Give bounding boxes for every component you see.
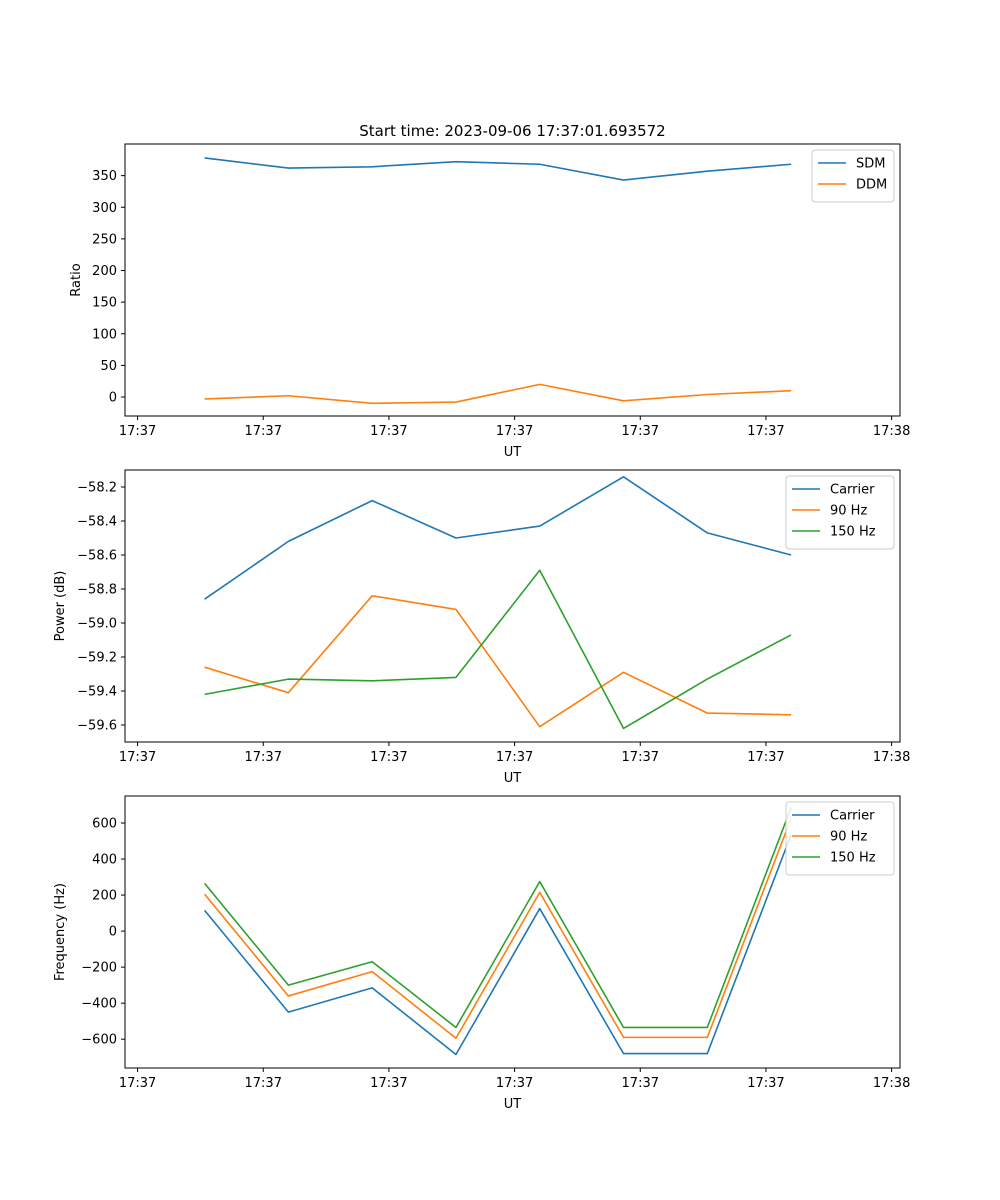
y-axis-label: Frequency (Hz)	[53, 883, 68, 981]
legend-label: 90 Hz	[830, 504, 867, 519]
series-line-ddm	[204, 383, 792, 405]
x-tick-label: 17:37	[370, 1076, 407, 1091]
y-axis-label: Power (dB)	[53, 571, 68, 642]
subplot-3: 17:37 17:37 17:37 17:37 17:37 17:37 17:38 −600 −…	[53, 795, 910, 1112]
legend: Carrier 90 Hz 150 Hz	[785, 475, 895, 550]
x-tick-label: 17:37	[747, 1076, 784, 1091]
legend-label: 150 Hz	[830, 851, 876, 866]
y-tick-label: −59.4	[77, 685, 117, 700]
series-line-90-hz	[203, 818, 792, 1040]
y-axis-label: Ratio	[69, 263, 84, 296]
series-line-carrier	[204, 475, 792, 600]
x-tick-label: 17:38	[873, 424, 910, 439]
y-tick-label: 0	[109, 925, 117, 940]
x-tick-label: 17:37	[747, 424, 784, 439]
x-tick-label: 17:37	[119, 424, 156, 439]
legend-label: 90 Hz	[830, 830, 867, 845]
subplots: 17:37 17:37 17:37 17:37 17:37 17:37 17:38 0 50 10…	[53, 143, 910, 1112]
x-tick-label: 17:37	[747, 750, 784, 765]
y-tick-label: 200	[92, 264, 117, 279]
y-tick-label: 50	[100, 359, 117, 374]
y-tick-label: 400	[92, 853, 117, 868]
y-tick-label: −58.4	[77, 515, 117, 530]
legend: Carrier 90 Hz 150 Hz	[785, 801, 895, 876]
x-tick-label: 17:37	[370, 424, 407, 439]
axes-frame	[124, 143, 901, 417]
legend-label: Carrier	[830, 483, 875, 498]
series-line-carrier	[203, 834, 792, 1056]
subplot-1: 17:37 17:37 17:37 17:37 17:37 17:37 17:38 0 50 10…	[69, 143, 910, 460]
series-line-150-hz	[203, 807, 792, 1029]
y-tick-label: −59.0	[77, 617, 117, 632]
y-tick-label: −58.6	[77, 549, 117, 564]
series-line-150-hz	[204, 569, 792, 730]
series-group	[204, 157, 792, 405]
x-tick-label: 17:37	[496, 424, 533, 439]
series-line-sdm	[204, 157, 792, 181]
series-group	[203, 807, 792, 1056]
y-tick-label: −58.8	[77, 583, 117, 598]
x-tick-label: 17:38	[873, 1076, 910, 1091]
y-tick-label: −59.6	[77, 719, 117, 734]
y-tick-label: 600	[92, 817, 117, 832]
subplot-2: 17:37 17:37 17:37 17:37 17:37 17:37 17:38 −59.6…	[53, 469, 910, 786]
series-line-90-hz	[204, 594, 792, 728]
x-tick-label: 17:38	[873, 750, 910, 765]
x-axis-label: UT	[504, 771, 522, 786]
axes-frame	[124, 795, 901, 1069]
y-tick-label: 100	[92, 327, 117, 342]
y-tick-label: −59.2	[77, 651, 117, 666]
y-tick-label: −58.2	[77, 481, 117, 496]
legend: SDM DDM	[811, 149, 895, 203]
figure-title: Start time: 2023-09-06 17:37:01.693572	[359, 122, 665, 140]
y-tick-label: 0	[109, 391, 117, 406]
x-tick-label: 17:37	[622, 1076, 659, 1091]
axes-frame	[124, 469, 901, 743]
y-tick-label: 250	[92, 232, 117, 247]
x-tick-label: 17:37	[370, 750, 407, 765]
legend-label: 150 Hz	[830, 525, 876, 540]
legend-label: SDM	[856, 157, 885, 172]
y-tick-label: 150	[92, 296, 117, 311]
y-tick-label: −200	[81, 961, 117, 976]
x-tick-label: 17:37	[119, 1076, 156, 1091]
legend-label: Carrier	[830, 809, 875, 824]
y-tick-label: 200	[92, 889, 117, 904]
x-tick-label: 17:37	[119, 750, 156, 765]
y-tick-label: −400	[81, 997, 117, 1012]
y-tick-label: 300	[92, 201, 117, 216]
x-tick-label: 17:37	[245, 750, 282, 765]
x-tick-label: 17:37	[496, 1076, 533, 1091]
y-tick-label: 350	[92, 169, 117, 184]
x-tick-label: 17:37	[245, 1076, 282, 1091]
x-tick-label: 17:37	[496, 750, 533, 765]
legend-label: DDM	[856, 178, 887, 193]
series-group	[204, 475, 792, 730]
y-tick-label: −600	[81, 1033, 117, 1048]
x-axis-label: UT	[504, 1097, 522, 1112]
x-tick-label: 17:37	[622, 750, 659, 765]
x-tick-label: 17:37	[245, 424, 282, 439]
x-tick-label: 17:37	[622, 424, 659, 439]
x-axis-label: UT	[504, 445, 522, 460]
